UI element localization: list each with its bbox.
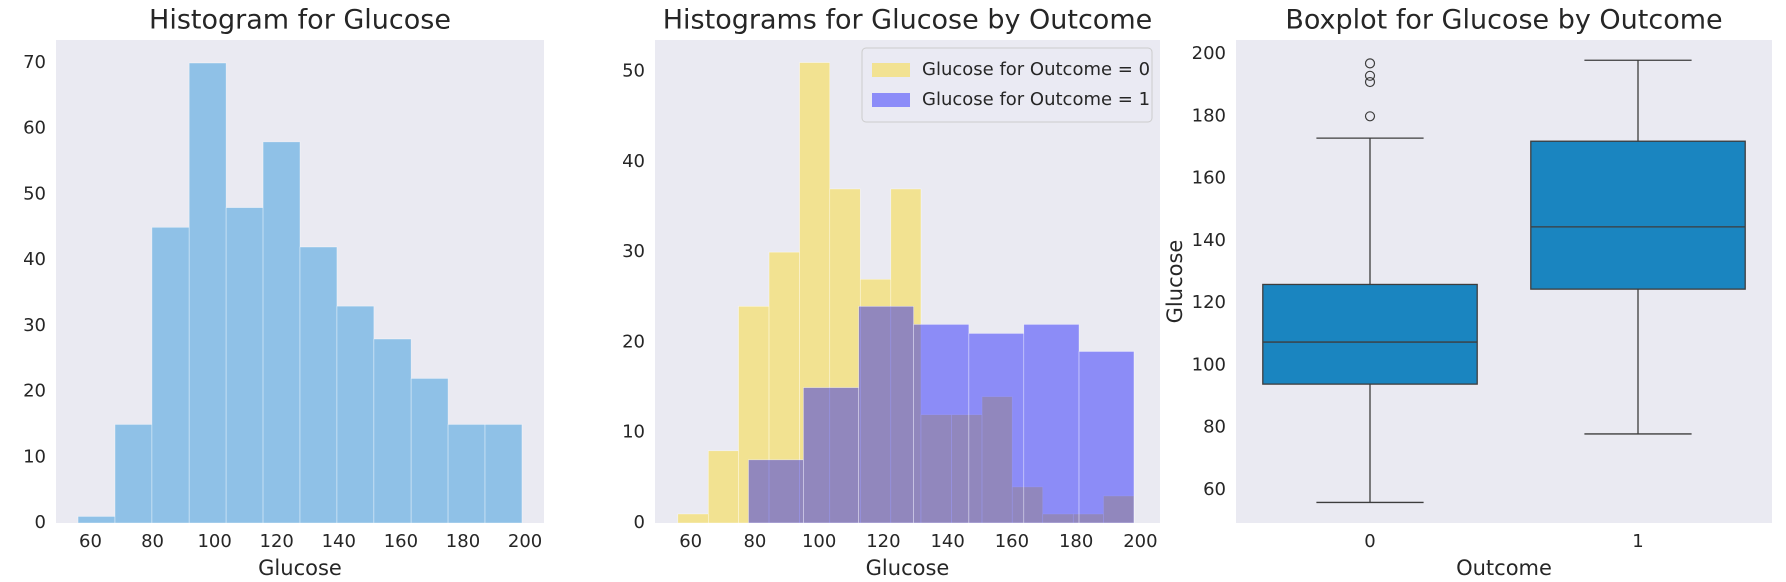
y-tick-label: 0: [634, 512, 645, 533]
histogram-bar: [1011, 486, 1044, 524]
histogram-bar: [708, 450, 739, 524]
y-tick-label: 40: [622, 151, 645, 172]
x-tick-label: 120: [260, 531, 294, 552]
y-tick-label: 30: [23, 315, 46, 336]
x-tick-label: 100: [197, 531, 231, 552]
histogram-bar: [913, 324, 970, 524]
histogram-bar: [677, 513, 709, 524]
histogram-bar: [951, 414, 983, 524]
histogram-bar: [484, 424, 523, 524]
legend-label: Glucose for Outcome = 1: [922, 89, 1150, 110]
histogram-bar: [968, 333, 1025, 524]
x-tick-label: 1: [1632, 531, 1643, 552]
chart-title: Boxplot for Glucose by Outcome: [1285, 5, 1722, 36]
y-tick-label: 80: [1203, 417, 1226, 438]
outlier: [1364, 111, 1376, 122]
x-tick-label: 80: [141, 531, 164, 552]
legend-swatch: [872, 93, 910, 107]
x-tick-label: 60: [679, 531, 702, 552]
y-tick-label: 20: [622, 331, 645, 352]
y-tick-label: 60: [23, 118, 46, 139]
y-tick-label: 0: [35, 512, 46, 533]
y-tick-label: 140: [1192, 230, 1226, 251]
histogram-bar: [748, 459, 804, 524]
x-tick-label: 160: [384, 531, 418, 552]
histogram-bar: [114, 424, 153, 524]
y-tick-label: 200: [1192, 43, 1226, 64]
x-axis-label: Glucose: [866, 556, 950, 580]
x-tick-label: 180: [1059, 531, 1093, 552]
chart-title: Histograms for Glucose by Outcome: [663, 5, 1153, 36]
histogram-bar: [299, 246, 338, 524]
legend-swatch: [872, 63, 910, 77]
legend-box: [861, 47, 1153, 123]
y-tick-label: 30: [622, 241, 645, 262]
histogram-bar: [151, 226, 190, 524]
box: [1262, 283, 1478, 385]
x-tick-label: 0: [1364, 531, 1375, 552]
box: [1530, 140, 1746, 290]
histogram-bar: [890, 188, 922, 524]
x-tick-label: 100: [802, 531, 836, 552]
x-tick-label: 140: [322, 531, 356, 552]
y-tick-label: 180: [1192, 105, 1226, 126]
x-axis-label: Glucose: [258, 556, 342, 580]
histogram-bar: [225, 207, 264, 524]
y-tick-label: 70: [23, 52, 46, 73]
y-tick-label: 50: [23, 183, 46, 204]
histogram-bar: [410, 378, 449, 524]
chart-title: Histogram for Glucose: [149, 5, 451, 36]
y-tick-label: 10: [23, 446, 46, 467]
histogram-bar: [829, 188, 861, 524]
y-tick-label: 50: [622, 61, 645, 82]
histogram-bar: [1078, 351, 1135, 524]
outlier: [1364, 76, 1376, 88]
y-tick-label: 120: [1192, 292, 1226, 313]
x-tick-label: 200: [508, 531, 542, 552]
y-tick-label: 160: [1192, 168, 1226, 189]
y-tick-label: 40: [23, 249, 46, 270]
histogram-bar: [1023, 324, 1080, 524]
histogram-bar: [336, 305, 375, 524]
histogram-bar: [373, 338, 412, 524]
x-axis-label: Outcome: [1456, 556, 1552, 580]
histogram-bar: [859, 278, 892, 524]
y-tick-label: 100: [1192, 354, 1226, 375]
x-tick-label: 200: [1123, 531, 1157, 552]
x-tick-label: 120: [866, 531, 900, 552]
x-tick-label: 60: [79, 531, 102, 552]
x-tick-label: 160: [995, 531, 1029, 552]
histogram-bar: [77, 516, 116, 524]
histogram-bar: [447, 424, 486, 524]
histogram-bar: [920, 414, 952, 524]
y-tick-label: 10: [622, 422, 645, 443]
outlier: [1364, 70, 1376, 81]
y-tick-label: 60: [1203, 479, 1226, 500]
y-tick-label: 20: [23, 381, 46, 402]
x-tick-label: 180: [446, 531, 480, 552]
outlier: [1364, 58, 1376, 69]
x-tick-label: 140: [930, 531, 964, 552]
y-axis-label: Glucose: [1163, 240, 1187, 324]
histogram-bar: [803, 387, 859, 524]
histogram-bar: [188, 62, 227, 524]
histogram-bar: [262, 141, 301, 524]
x-tick-label: 80: [743, 531, 766, 552]
histogram-bar: [858, 306, 914, 524]
legend-label: Glucose for Outcome = 0: [922, 59, 1150, 80]
